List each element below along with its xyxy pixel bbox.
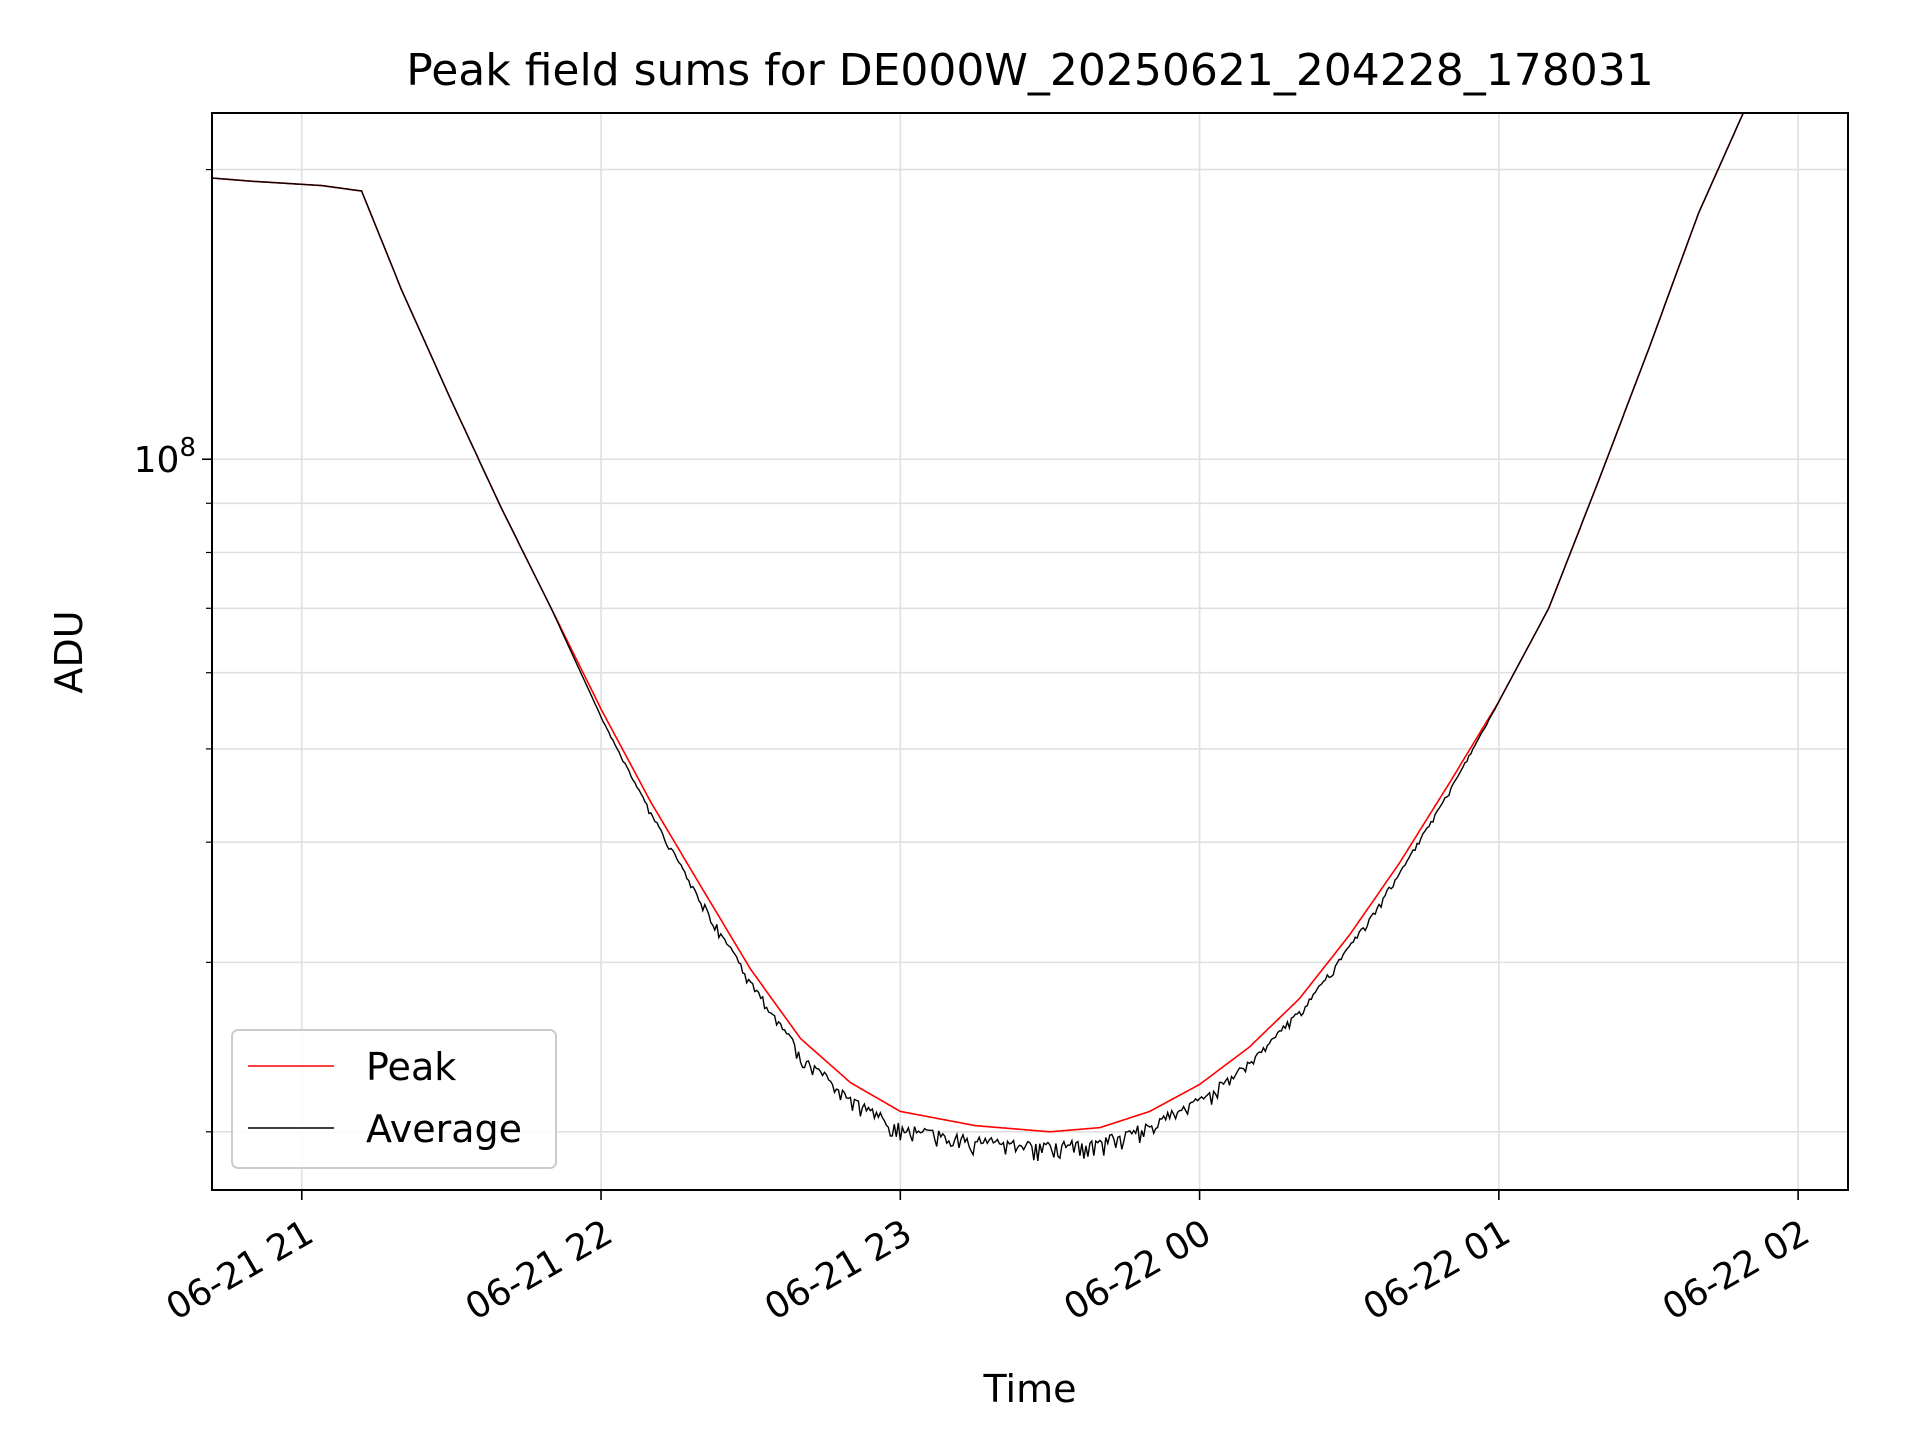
legend: Peak Average — [231, 1029, 557, 1169]
y-tick-label: 108 — [134, 433, 196, 481]
y-axis-label: ADU — [47, 610, 91, 693]
plot-frame — [211, 112, 1849, 1191]
x-axis-label: Time — [983, 1367, 1077, 1411]
series-line-average — [212, 113, 1784, 1161]
chart-title: Peak field sums for DE000W_20250621_2042… — [406, 45, 1654, 96]
series-layer — [212, 113, 1784, 1161]
grid — [212, 113, 1848, 1190]
legend-label-peak: Peak — [366, 1045, 456, 1089]
legend-box — [231, 1029, 557, 1169]
legend-label-average: Average — [366, 1107, 522, 1151]
